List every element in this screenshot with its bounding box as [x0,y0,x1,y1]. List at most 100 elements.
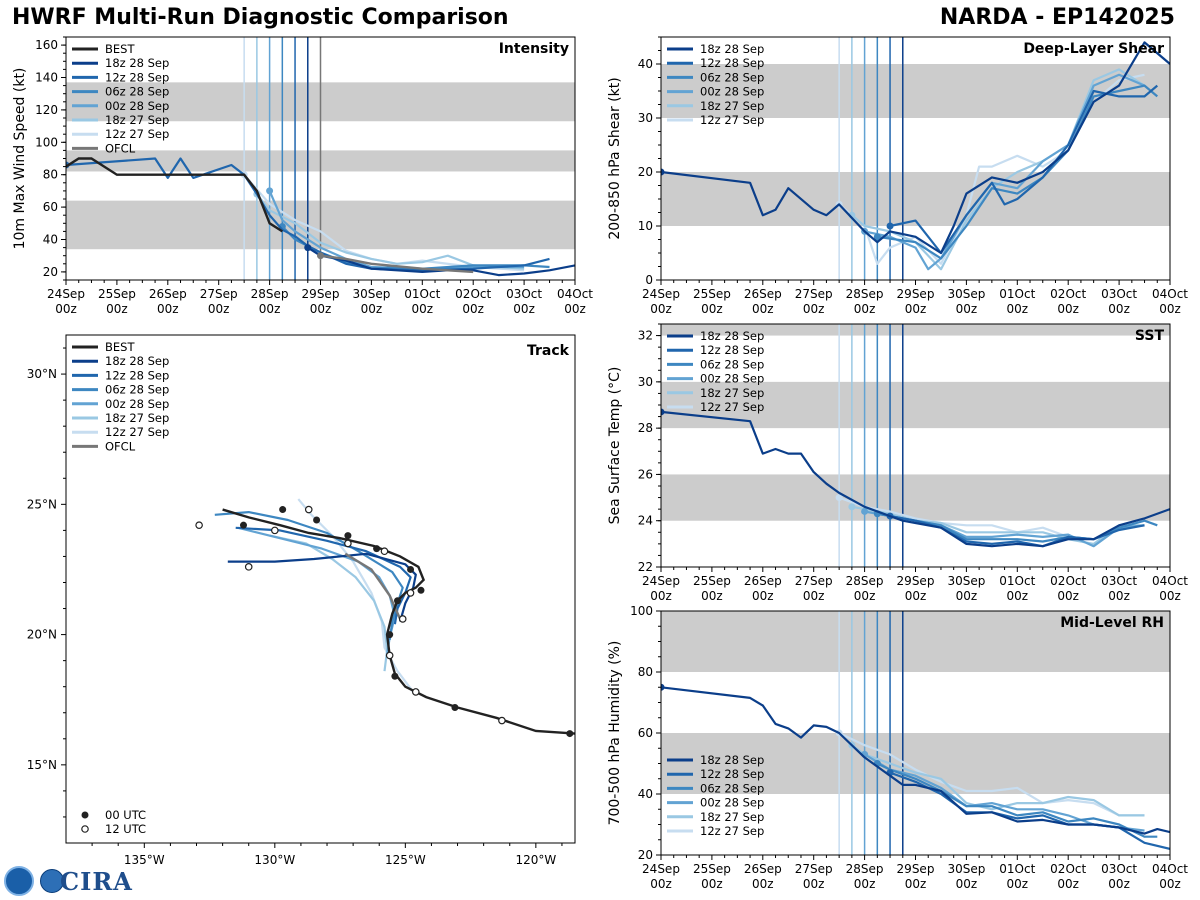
intensity-legend-label: 18z 28 Sep [105,56,169,70]
sst-xtick-label-hour: 00z [1007,589,1029,603]
rh-xtick-label-hour: 00z [650,877,672,891]
storm-title: NARDA - EP142025 [939,5,1175,30]
rh-xtick-label-hour: 00z [1159,877,1181,891]
shear-legend-label: 06z 28 Sep [700,70,764,84]
sst-ytick-label: 26 [638,467,653,481]
sst-ylabel: Sea Surface Temp (°C) [607,367,623,525]
track-12utc-marker [271,526,279,535]
sst-legend-label: 18z 27 Sep [700,386,764,400]
cira-wordmark: CIRA [60,866,133,896]
rh-xtick-label: 01Oct [999,862,1035,876]
shear-series-line [877,84,1159,260]
sst-series-init-point [848,503,856,511]
track-ytick-label: 25°N [27,497,57,511]
rh-title: Mid-Level RH [1060,615,1164,631]
intensity-xtick-label-hour: 00z [259,302,281,316]
track-12utc-marker [406,589,415,597]
sst-legend-label: 00z 28 Sep [700,372,764,386]
sst-band [661,324,1170,336]
rh-xtick-label-hour: 00z [1007,877,1029,891]
shear-xtick-label: 29Sep [897,287,935,301]
intensity-xtick-label-hour: 00z [310,302,332,316]
sst-xtick-label: 29Sep [897,574,935,588]
shear-ylabel: 200-850 hPa Shear (kt) [607,77,623,239]
intensity-xtick-label-hour: 00z [208,302,230,316]
sst-xtick-label: 25Sep [693,574,731,588]
sst-xtick-label-hour: 00z [956,589,978,603]
sst-xtick-label: 01Oct [999,574,1035,588]
rh-legend-label: 12z 28 Sep [700,767,764,781]
sst-xtick-label-hour: 00z [1108,589,1130,603]
track-legend-label: 18z 28 Sep [105,354,169,368]
intensity-legend-label: 18z 27 Sep [105,113,169,127]
track-series-line [214,510,404,640]
sst-series-init-point [661,408,665,416]
sst-ytick-label: 22 [638,560,653,574]
intensity-xtick-label-hour: 00z [55,302,77,316]
rh-ytick-label: 80 [638,665,653,679]
track-xtick-label: 125°W [385,853,426,867]
intensity-legend-label: 06z 28 Sep [105,85,169,99]
intensity-best-line [66,157,283,233]
intensity-ytick-label: 140 [35,71,58,85]
track-00utc-marker [391,672,399,680]
rh-xtick-label-hour: 00z [701,877,723,891]
shear-xtick-label-hour: 00z [1108,302,1130,316]
rh-series-init-point [661,683,665,691]
shear-xtick-label-hour: 00z [752,302,774,316]
intensity-ytick-label: 120 [35,103,58,117]
rh-legend-label: 00z 28 Sep [700,796,764,810]
rh-ytick-label: 20 [638,848,653,862]
shear-xtick-label: 01Oct [999,287,1035,301]
track-legend-label: OFCL [105,439,136,453]
intensity-ytick-label: 80 [43,168,58,182]
intensity-xtick-label: 29Sep [302,287,340,301]
rh-ytick-label: 100 [630,604,653,618]
intensity-xtick-label-hour: 00z [106,302,128,316]
shear-ytick-label: 0 [645,273,653,287]
sst-xtick-label-hour: 00z [803,589,825,603]
intensity-ytick-label: 100 [35,135,58,149]
sst-legend-label: 12z 27 Sep [700,400,764,414]
track-00utc-marker [394,597,402,605]
shear-xtick-label: 30Sep [947,287,985,301]
rh-xtick-label-hour: 00z [1108,877,1130,891]
track-12utc-marker [385,651,394,660]
track-frame [65,334,576,844]
rh-ytick-label: 60 [638,726,653,740]
sst-xtick-label-hour: 00z [650,589,672,603]
intensity-legend-label: 00z 28 Sep [105,99,169,113]
globe-icon [40,869,64,893]
intensity-xtick-label: 02Oct [455,287,491,301]
intensity-legend-label: 12z 27 Sep [105,127,169,141]
track-00utc-marker [239,521,247,529]
sst-ytick-label: 32 [638,329,653,343]
track-00utc-marker [313,516,321,524]
intensity-panel: 2040608010012014016024Sep00z25Sep00z26Se… [12,36,593,316]
intensity-series-line [307,246,575,277]
track-12utc-marker [244,563,253,571]
track-plot-area [195,498,575,738]
track-00utc-marker [279,506,287,514]
intensity-xtick-label-hour: 00z [564,302,586,316]
track-00utc-marker [407,565,415,573]
intensity-ytick-label: 160 [35,38,58,52]
track-12utc-marker [344,539,352,548]
track-00utc-marker [344,532,352,540]
intensity-ytick-label: 40 [43,233,58,247]
rh-plot-area [661,611,1170,855]
shear-xtick-label: 03Oct [1101,287,1137,301]
rh-xtick-label: 25Sep [693,862,731,876]
track-ytick-label: 15°N [27,758,57,772]
shear-panel: 01020304024Sep00z25Sep00z26Sep00z27Sep00… [607,36,1188,316]
rh-band [661,611,1170,672]
track-legend-label: 12z 28 Sep [105,368,169,382]
track-00utc-marker [566,730,574,738]
shear-ytick-label: 30 [638,111,653,125]
intensity-xtick-label-hour: 00z [462,302,484,316]
shear-xtick-label-hour: 00z [650,302,672,316]
track-legend-label: BEST [105,340,135,354]
intensity-series-init-point [304,244,312,252]
rh-legend-label: 18z 28 Sep [700,753,764,767]
rh-xtick-label: 28Sep [846,862,884,876]
